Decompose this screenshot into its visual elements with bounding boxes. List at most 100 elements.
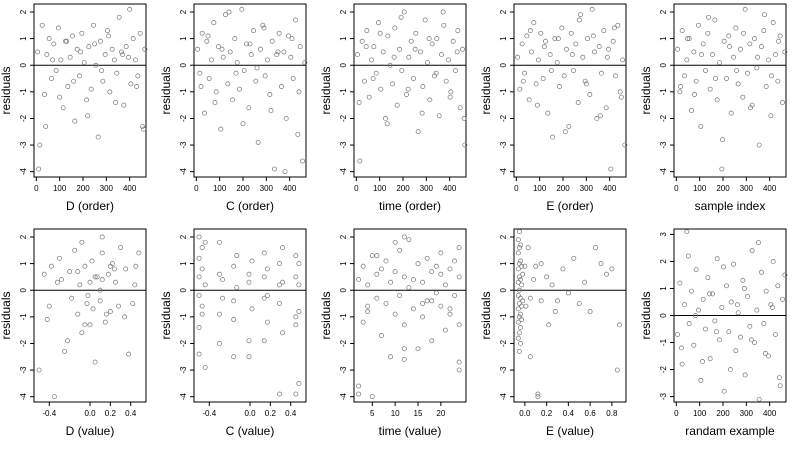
scatter-point: [93, 62, 99, 68]
y-tick-label: -3: [179, 141, 188, 149]
y-tick-label: -1: [19, 313, 28, 321]
scatter-point: [538, 30, 544, 36]
scatter-point: [373, 70, 379, 76]
x-tick-label: 300: [420, 184, 434, 193]
plot-frame: [33, 3, 147, 178]
scatter-point: [770, 20, 776, 26]
scatter-point: [360, 319, 366, 325]
y-tick-label: 0: [19, 62, 28, 67]
x-tick-label: 10: [391, 409, 400, 418]
scatter-point: [440, 9, 446, 15]
scatter-point: [102, 319, 108, 325]
scatter-point: [420, 314, 426, 320]
scatter-point: [518, 242, 523, 248]
scatter-point: [707, 291, 712, 297]
scatter-point: [365, 309, 371, 314]
scatter-point: [433, 263, 439, 269]
scatter-point: [523, 303, 529, 309]
y-tick-label: -3: [659, 141, 668, 149]
scatter-point: [522, 263, 528, 269]
y-axis-label: residuals: [479, 291, 493, 339]
scatter-point: [710, 52, 715, 58]
scatter-point: [780, 296, 785, 302]
y-tick-label: 0: [339, 287, 348, 292]
scatter-point: [517, 86, 523, 92]
scatter-point: [749, 337, 754, 343]
scatter-point: [756, 396, 762, 402]
y-tick-label: -3: [19, 366, 28, 374]
scatter-point: [280, 279, 286, 285]
scatter-point: [518, 277, 523, 283]
scatter-point: [707, 86, 713, 92]
scatter-point: [679, 28, 685, 34]
x-tick-label: 400: [123, 184, 137, 193]
scatter-point: [360, 263, 366, 269]
scatter-point: [733, 348, 739, 354]
y-tick-label: 1: [19, 261, 28, 266]
x-axis-label: E (order): [546, 199, 593, 213]
scatter-point: [220, 277, 225, 283]
scatter-point: [777, 375, 782, 381]
scatter-point: [113, 279, 118, 285]
x-tick-label: 20: [436, 409, 445, 418]
scatter-point: [609, 266, 615, 272]
scatter-point: [564, 46, 569, 52]
scatter-point: [447, 266, 453, 272]
scatter-point: [740, 277, 746, 283]
scatter-point: [773, 331, 778, 337]
scatter-point: [780, 100, 785, 105]
scatter-point: [233, 70, 239, 76]
x-tick-label: 0.4: [125, 409, 137, 418]
scatter-point: [206, 76, 212, 81]
scatter-point: [406, 237, 412, 243]
y-tick-label: -3: [499, 141, 508, 149]
scatter-point: [516, 348, 522, 354]
scatter-point: [770, 304, 775, 310]
scatter-point: [522, 70, 527, 76]
scatter-point: [199, 303, 205, 309]
x-tick-label: 300: [260, 184, 274, 193]
scatter-point: [86, 44, 92, 50]
scatter-point: [296, 309, 302, 314]
scatter-point: [677, 280, 683, 286]
scatter-point: [87, 279, 93, 285]
scatter-point: [231, 263, 237, 269]
scatter-point: [293, 391, 299, 397]
scatter-point: [703, 68, 708, 73]
scatter-point: [615, 22, 621, 28]
scatter-point: [220, 54, 226, 60]
scatter-point: [98, 38, 103, 44]
scatter-point: [434, 36, 440, 42]
scatter-point: [686, 321, 692, 327]
scatter-point: [677, 89, 683, 95]
scatter-point: [582, 279, 588, 285]
scatter-point: [552, 36, 558, 42]
scatter-point: [383, 258, 389, 264]
scatter-point: [64, 38, 70, 44]
x-tick-label: 0: [194, 184, 199, 193]
scatter-point: [775, 283, 781, 289]
y-tick-label: -4: [499, 393, 508, 401]
scatter-point: [585, 36, 590, 42]
scatter-point: [297, 44, 303, 50]
scatter-point: [378, 333, 384, 338]
scatter-point: [580, 54, 586, 60]
scatter-point: [123, 44, 129, 50]
scatter-point: [99, 68, 105, 73]
scatter-point: [559, 25, 565, 31]
x-tick-label: 0: [354, 184, 359, 193]
y-tick-label: 1: [659, 36, 668, 41]
scatter-point: [540, 76, 546, 81]
scatter-point: [364, 28, 370, 34]
scatter-point: [119, 49, 124, 55]
scatter-point: [519, 41, 525, 47]
scatter-point: [552, 309, 558, 314]
scatter-point: [286, 33, 291, 39]
y-tick-label: 0: [179, 62, 188, 67]
scatter-point: [234, 285, 240, 291]
scatter-point: [249, 258, 255, 264]
y-tick-label: -2: [659, 365, 668, 373]
scatter-point: [452, 293, 458, 298]
scatter-point: [679, 361, 685, 367]
